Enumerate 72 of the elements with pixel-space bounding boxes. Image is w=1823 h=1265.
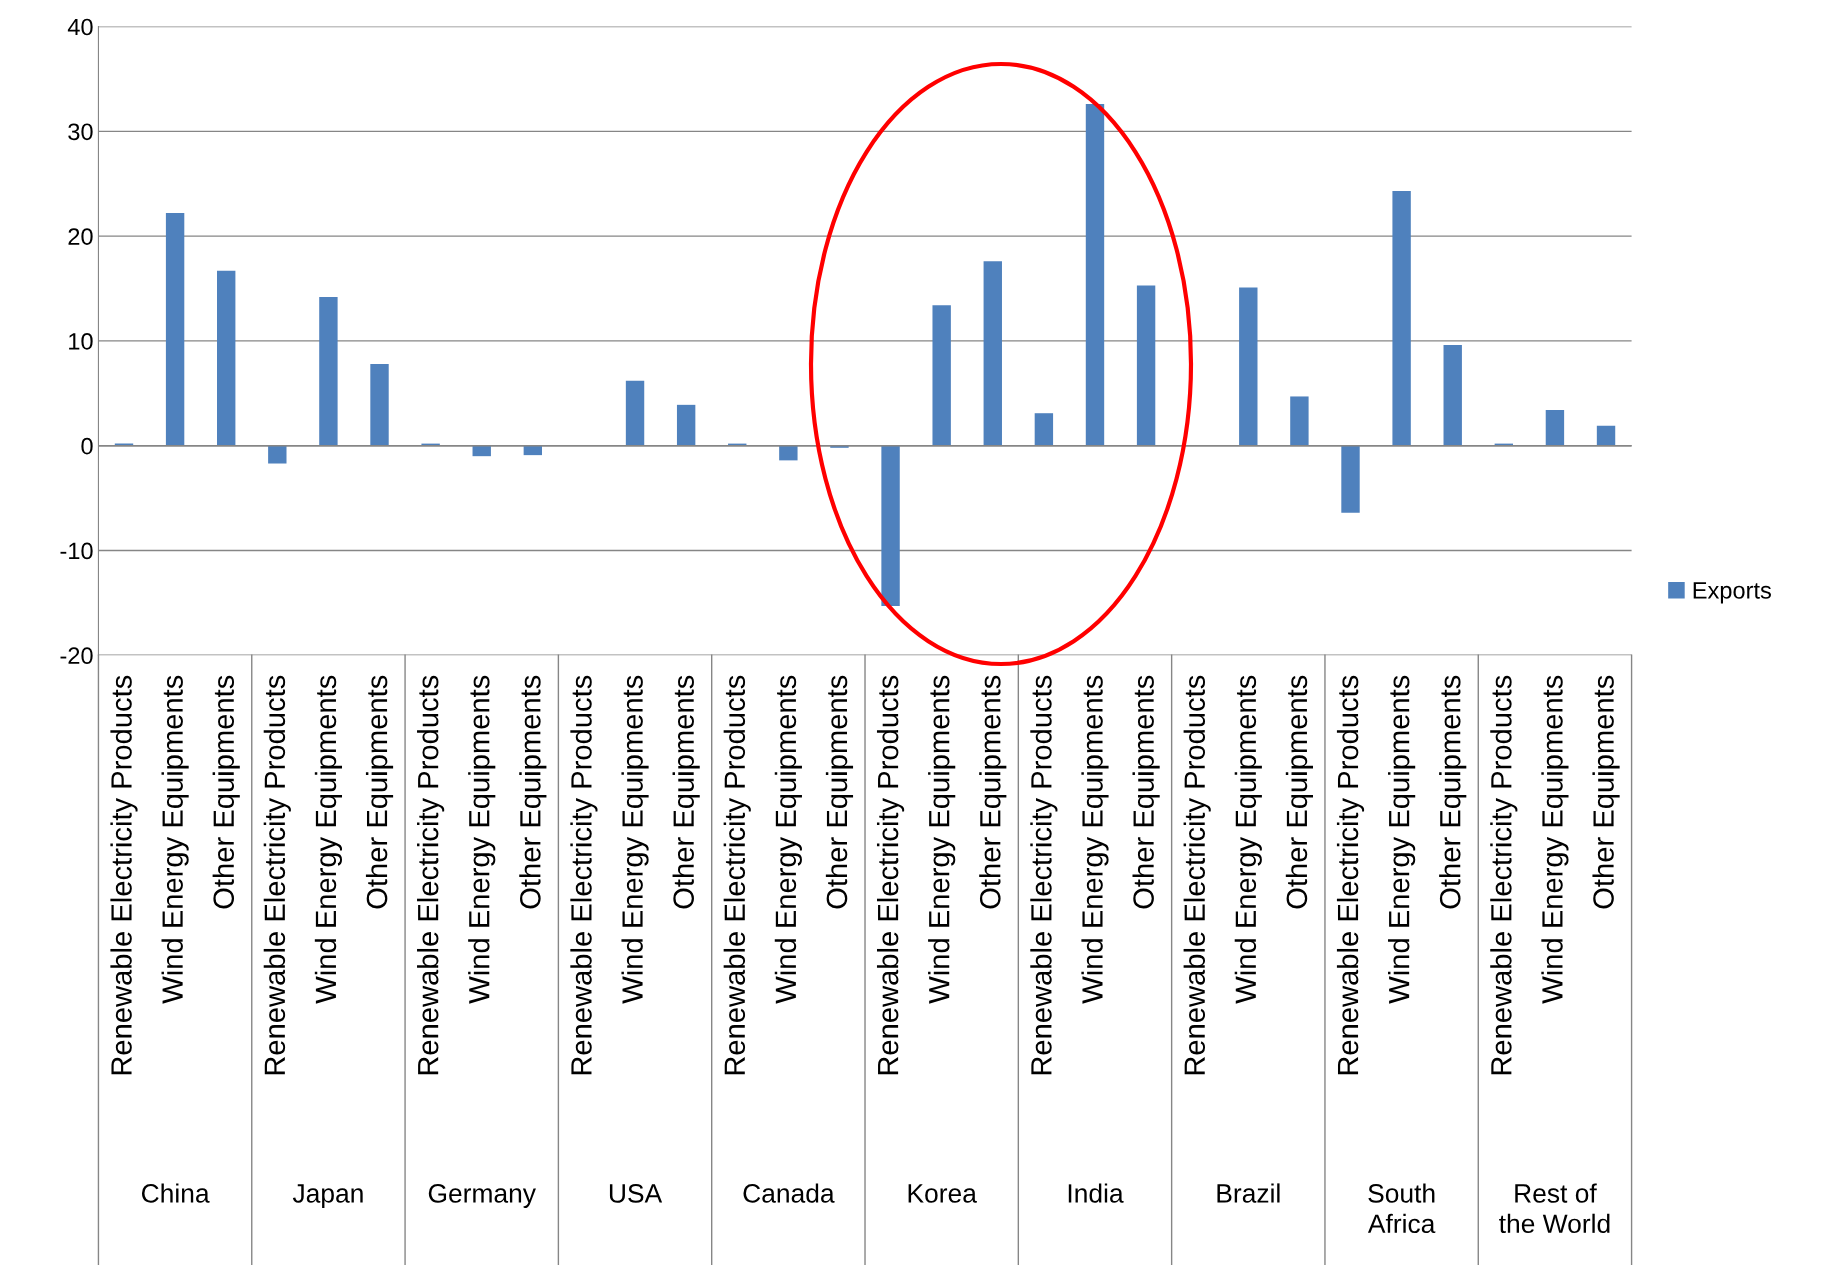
x-tick-label: Wind Energy Equipments [774, 675, 802, 1004]
bar [830, 445, 849, 448]
text: Rest of the World [1499, 1183, 1610, 1234]
x-tick-label: Wind Energy Equipments [1388, 675, 1416, 1004]
bar [319, 296, 338, 446]
bar [268, 445, 287, 464]
bar [625, 380, 645, 446]
text: China [141, 1183, 210, 1203]
bar [983, 261, 1002, 446]
x-tick-label: Wind Energy Equipments [621, 675, 649, 1004]
bar [1392, 191, 1411, 446]
x-tick-label: Other Equipments [672, 675, 700, 909]
x-tick-label: Other Equipments [1592, 675, 1620, 909]
bar [779, 445, 798, 461]
bar [1290, 396, 1309, 446]
text: Japan [292, 1184, 363, 1208]
x-tick-label: Wind Energy Equipments [161, 675, 189, 1004]
x-tick-label: Other Equipments [519, 675, 547, 909]
bar [523, 445, 543, 456]
bar [1239, 287, 1258, 446]
bar [1443, 345, 1462, 446]
x-tick-label: Wind Energy Equipments [1081, 675, 1109, 1004]
text: Korea [908, 1184, 977, 1203]
y-tick-label: 10 [69, 332, 93, 350]
bar [1136, 285, 1156, 446]
bar [1034, 413, 1054, 446]
x-tick-label: Wind Energy Equipments [1541, 675, 1569, 1004]
x-tick-label: Other Equipments [825, 675, 854, 909]
x-tick-label: Other Equipments [1439, 675, 1467, 909]
bar [1341, 445, 1360, 513]
bar [881, 445, 900, 607]
text: Canada [743, 1183, 835, 1203]
x-tick-label: Renewable Electricity Products [1183, 675, 1211, 1075]
y-tick-label: 20 [68, 228, 93, 245]
x-tick-label: Renewable Electricity Products [1030, 675, 1058, 1075]
text: USA [609, 1184, 663, 1203]
x-tick-label: Renewable Electricity Products [1336, 675, 1365, 1075]
text: India [1068, 1183, 1124, 1203]
x-tick-label: Renewable Electricity Products [1490, 675, 1518, 1075]
text: Brazil [1217, 1183, 1280, 1203]
x-tick-label: Other Equipments [1285, 675, 1313, 909]
y-tick-label: 30 [68, 123, 93, 141]
legend-label: Exports [1693, 582, 1771, 604]
x-tick-label: Renewable Electricity Products [417, 675, 445, 1075]
bar [472, 445, 491, 457]
x-tick-label: Other Equipments [212, 675, 240, 909]
x-tick-label: Wind Energy Equipments [468, 675, 496, 1004]
x-tick-label: Renewable Electricity Products [876, 675, 905, 1075]
x-tick-label: Renewable Electricity Products [110, 675, 138, 1075]
x-tick-label: Wind Energy Equipments [928, 675, 956, 1004]
text: South Africa [1367, 1183, 1436, 1234]
text: Germany [428, 1184, 536, 1208]
x-tick-label: Other Equipments [1132, 675, 1160, 909]
x-tick-label: Renewable Electricity Products [570, 675, 598, 1075]
x-tick-label: Wind Energy Equipments [1234, 675, 1262, 1004]
bar [217, 270, 236, 446]
bar [1085, 104, 1105, 446]
x-tick-label: Wind Energy Equipments [314, 675, 343, 1004]
bar [1545, 410, 1565, 446]
bar [1596, 425, 1616, 446]
y-tick-label: 40 [67, 18, 93, 36]
y-tick-label: 0 [81, 437, 93, 455]
y-tick-label: -20 [60, 647, 93, 665]
bar [676, 404, 696, 446]
x-tick-label: Other Equipments [979, 675, 1007, 909]
y-tick-label: -10 [60, 542, 93, 560]
bar [932, 305, 951, 446]
bar [165, 213, 185, 446]
x-tick-label: Other Equipments [365, 675, 394, 909]
x-tick-label: Renewable Electricity Products [263, 675, 291, 1075]
x-tick-label: Renewable Electricity Products [723, 675, 751, 1075]
bar [370, 363, 389, 446]
